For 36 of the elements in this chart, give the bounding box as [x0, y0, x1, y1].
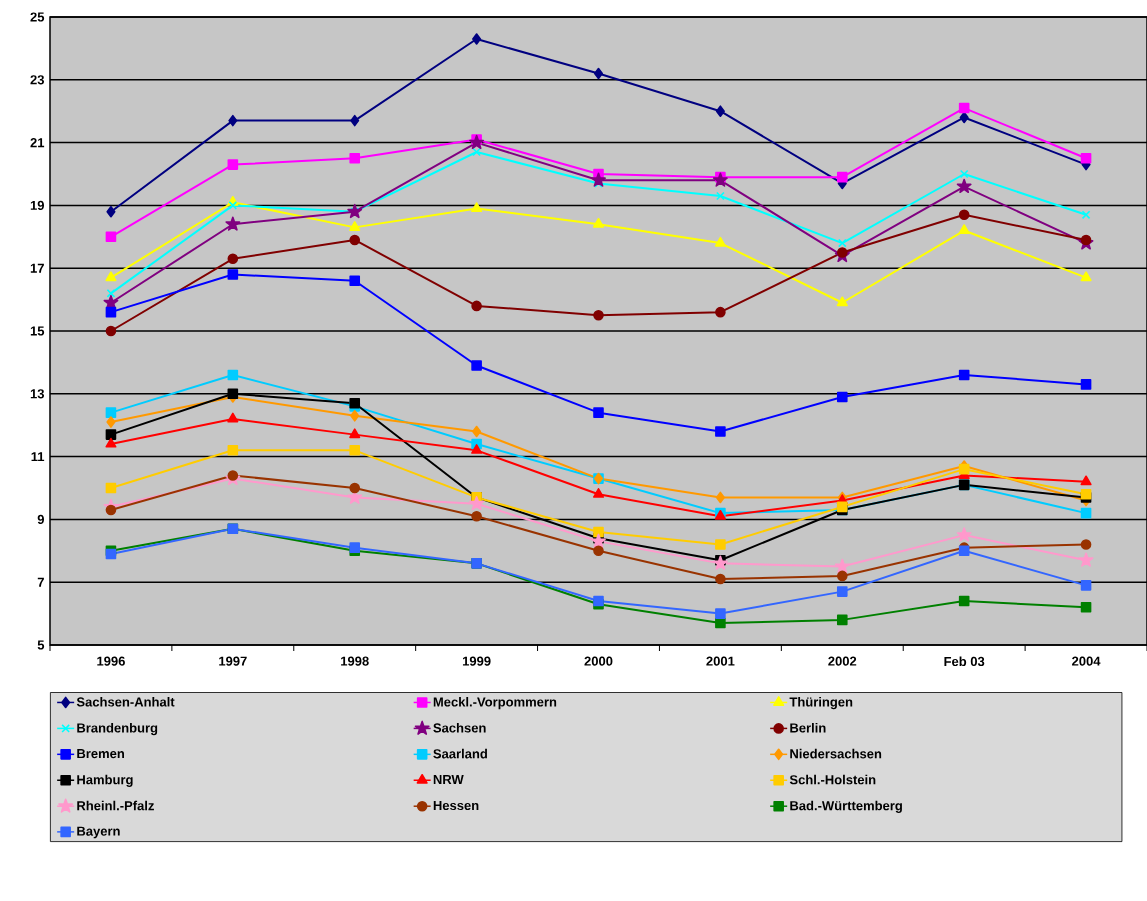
legend-label: Hamburg — [77, 774, 133, 787]
x-tick-label: 1999 — [462, 656, 491, 666]
y-tick-label: 13 — [30, 389, 45, 399]
y-tick-label: 17 — [30, 263, 44, 273]
x-tick-label: Feb 03 — [944, 656, 985, 667]
legend-label: Sachsen — [433, 722, 486, 733]
legend-label: Niedersachsen — [790, 748, 882, 759]
legend-label: Bad.-Württemberg — [790, 800, 902, 813]
legend-label: Saarland — [433, 748, 487, 759]
legend-label: Brandenburg — [77, 722, 158, 736]
y-tick-label: 15 — [30, 326, 45, 336]
legend-label: Sachsen-Anhalt — [76, 697, 175, 707]
y-tick-label: 21 — [30, 138, 45, 148]
legend-label: Meckl.-Vorpommern — [433, 697, 557, 710]
x-tick-label: 1997 — [219, 656, 247, 666]
legend-label: Schl.-Holstein — [789, 774, 876, 785]
legend-label: Rheinl.-Pfalz — [77, 800, 154, 811]
x-tick-label: 2004 — [1072, 656, 1101, 666]
x-tick-label: 1996 — [97, 656, 125, 666]
y-tick-label: 9 — [37, 514, 44, 524]
y-tick-label: 5 — [37, 640, 45, 650]
legend-label: Bayern — [77, 826, 120, 839]
y-tick-label: 23 — [30, 75, 45, 85]
legend-label: Bremen — [77, 749, 124, 759]
legend-label: NRW — [433, 775, 464, 784]
y-tick-label: 7 — [37, 577, 44, 587]
x-tick-label: 2002 — [828, 656, 857, 666]
legend-label: Hessen — [433, 800, 479, 811]
legend-label: Berlin — [790, 722, 826, 733]
y-tick-label: 11 — [31, 452, 45, 462]
y-tick-label: 19 — [30, 200, 44, 210]
legend-label: Thüringen — [789, 697, 853, 710]
x-tick-label: 2001 — [706, 656, 735, 666]
y-tick-label: 25 — [30, 12, 45, 22]
x-tick-label: 2000 — [584, 656, 613, 666]
x-tick-label: 1998 — [341, 656, 369, 666]
